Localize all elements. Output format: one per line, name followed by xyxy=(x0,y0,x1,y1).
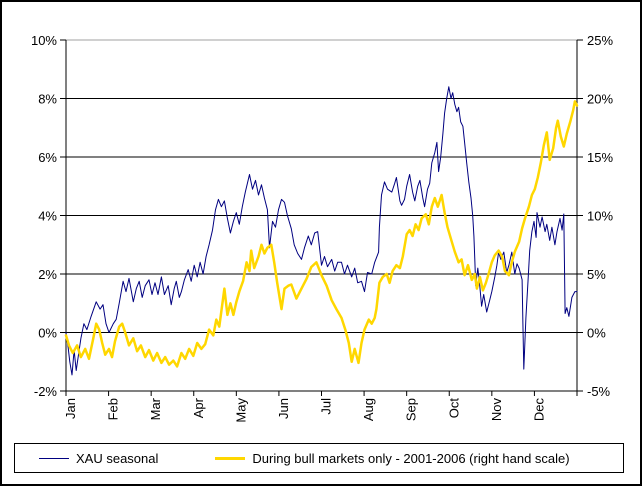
x-month-label: Sep xyxy=(404,398,419,421)
x-month-label: May xyxy=(233,398,248,423)
y-right-tick-label: 0% xyxy=(587,326,606,341)
x-month-label: Jun xyxy=(276,398,291,419)
chart-canvas: 10% 8% 6% 4% 2% 0% -2% 25% 20% 15% 10% 5% 0% -5% Jan… xyxy=(31,33,613,423)
x-month-label: Dec xyxy=(531,398,546,422)
series-line-bull-markets xyxy=(64,100,579,368)
legend-label-xau-seasonal: XAU seasonal xyxy=(76,450,159,466)
x-month-label: Aug xyxy=(361,398,376,421)
x-month-label: Nov xyxy=(489,398,504,422)
y-left-tick-label: 6% xyxy=(38,150,57,165)
y-left-tick-label: 10% xyxy=(31,33,57,48)
y-left-tick-label: 0% xyxy=(38,326,57,341)
y-right-tick-label: 15% xyxy=(587,150,613,165)
x-month-label: Jan xyxy=(63,398,78,419)
bull-markets-line-sample xyxy=(215,456,246,460)
legend-item-bull-markets: During bull markets only - 2001-2006 (ri… xyxy=(215,450,570,466)
legend-item-xau-seasonal: XAU seasonal xyxy=(39,451,158,466)
legend-label-bull-markets: During bull markets only - 2001-2006 (ri… xyxy=(252,450,570,466)
xau-seasonal-line-sample xyxy=(39,457,69,459)
x-axis: Jan Feb Mar Apr May Jun Jul Aug Sep Oct Nov Dec xyxy=(63,397,546,422)
x-month-label: Jul xyxy=(319,398,334,415)
y-right-tick-label: 5% xyxy=(587,267,606,282)
y-right-tick-label: -5% xyxy=(587,384,611,399)
y-axis-left: 10% 8% 6% 4% 2% 0% -2% xyxy=(31,33,57,399)
series-lines xyxy=(64,86,579,376)
x-month-label: Mar xyxy=(148,397,163,420)
legend: XAU seasonal During bull markets only - … xyxy=(14,443,624,473)
axes xyxy=(60,39,583,396)
y-right-tick-label: 25% xyxy=(587,33,613,48)
y-left-tick-label: -2% xyxy=(34,384,58,399)
x-month-label: Feb xyxy=(106,398,121,420)
y-axis-right: 25% 20% 15% 10% 5% 0% -5% xyxy=(587,33,613,399)
y-left-tick-label: 4% xyxy=(38,209,57,224)
y-right-tick-label: 10% xyxy=(587,209,613,224)
gridlines xyxy=(66,39,577,333)
y-right-tick-label: 20% xyxy=(587,92,613,107)
x-month-label: Oct xyxy=(446,398,461,419)
series-line-xau-seasonal xyxy=(65,86,578,376)
x-month-label: Apr xyxy=(191,397,206,418)
y-left-tick-label: 2% xyxy=(38,267,57,282)
y-left-tick-label: 8% xyxy=(38,92,57,107)
